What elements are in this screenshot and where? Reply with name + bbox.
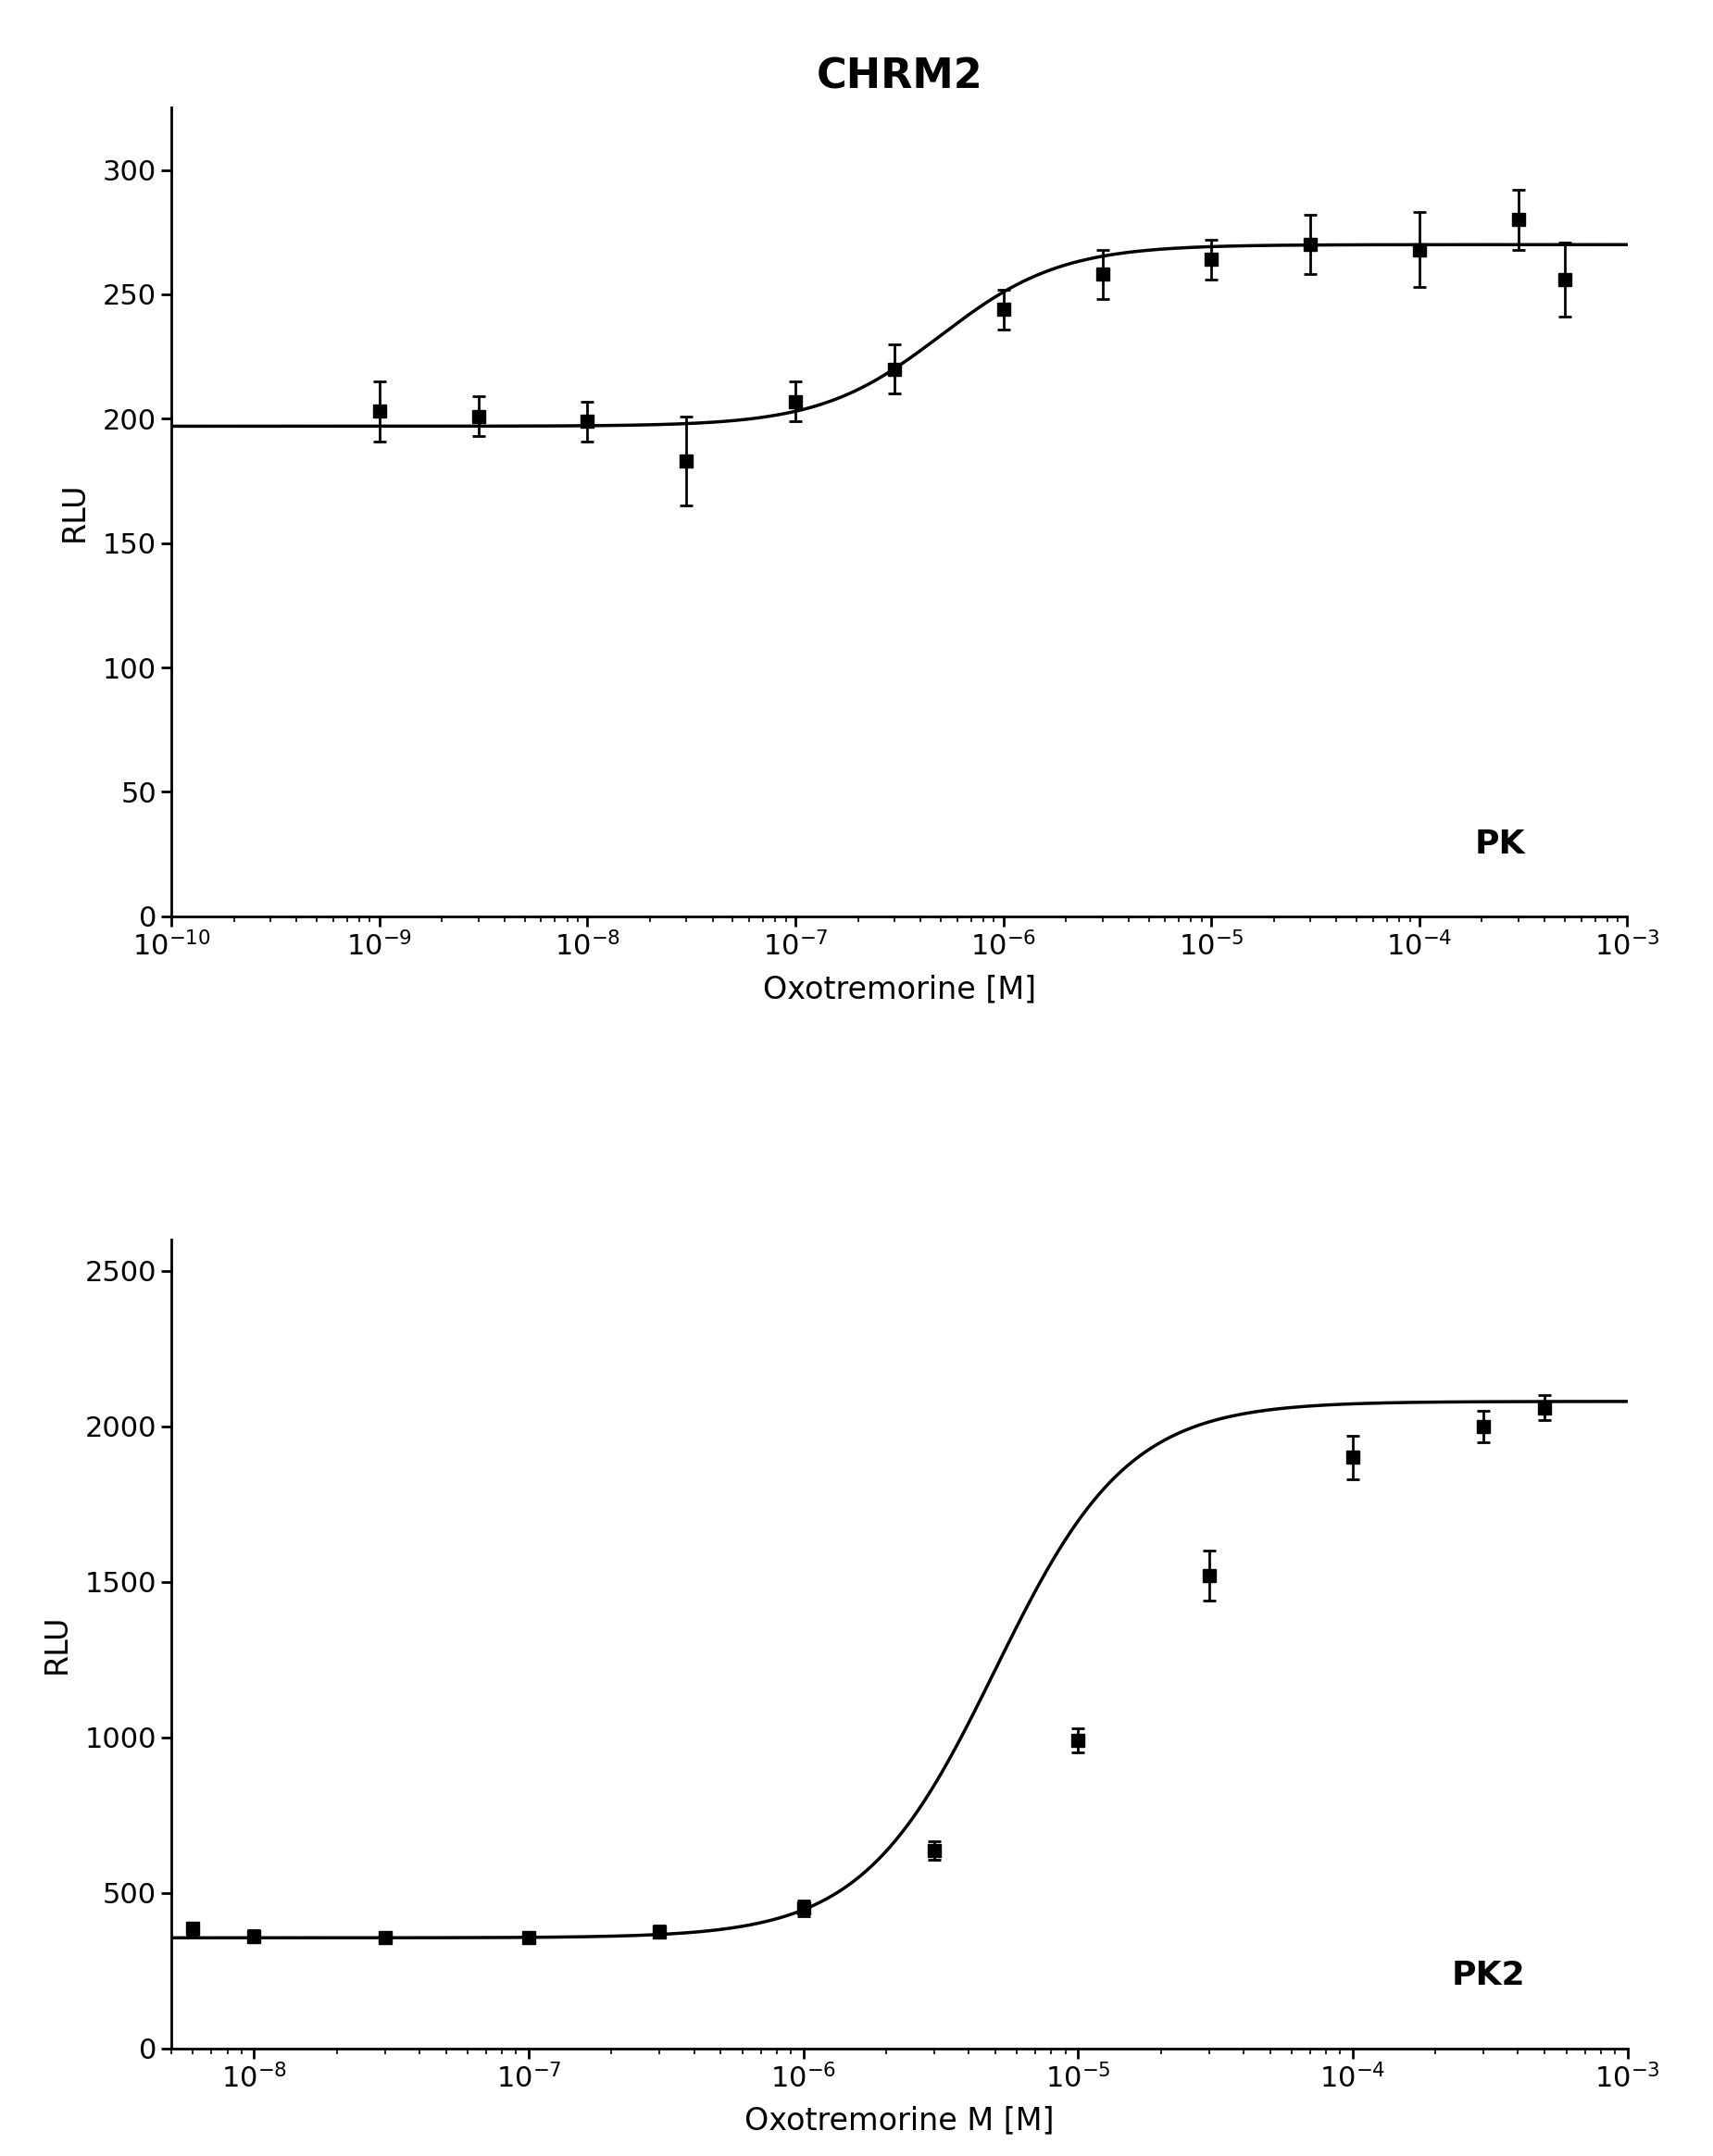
X-axis label: Oxotremorine M [M]: Oxotremorine M [M] <box>745 2106 1053 2137</box>
Title: CHRM2: CHRM2 <box>815 56 983 97</box>
Text: PK: PK <box>1475 828 1526 860</box>
X-axis label: Oxotremorine [M]: Oxotremorine [M] <box>762 975 1036 1005</box>
Y-axis label: RLU: RLU <box>41 1615 72 1673</box>
Text: PK2: PK2 <box>1451 1960 1526 1992</box>
Y-axis label: RLU: RLU <box>60 483 89 541</box>
